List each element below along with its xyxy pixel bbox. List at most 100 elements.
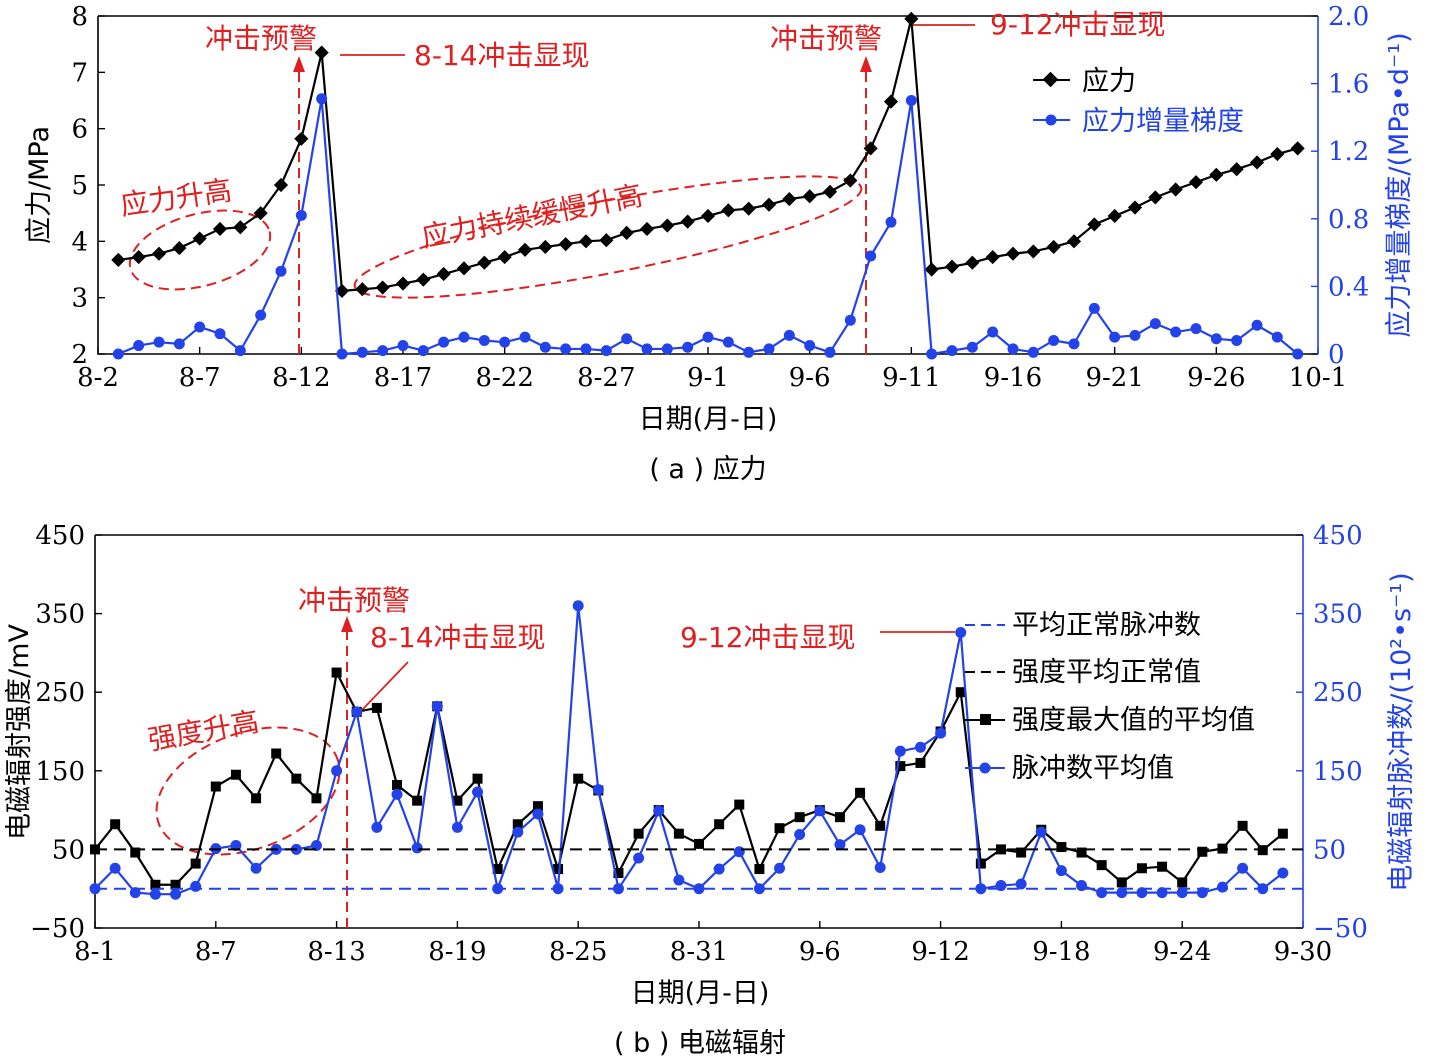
ellipse-intensity-rise [155, 726, 341, 856]
panel-b-xtick-label: 8-19 [428, 937, 486, 967]
panel-a-data-point [702, 331, 714, 343]
panel-a-data-point [661, 343, 673, 355]
panel-b-data-point [734, 799, 745, 810]
panel-b-data-point [109, 862, 121, 874]
panel-b-data-point [310, 839, 322, 851]
panel-a-data-point [436, 266, 451, 282]
panel-a-data-point [1026, 244, 1041, 259]
panel-a-data-point [560, 343, 572, 355]
panel-b-legend-pulse: 脉冲数平均值 [1012, 753, 1174, 784]
panel-a-legend: 应力 应力增量梯度 [1033, 66, 1244, 137]
panel-a-data-point [1209, 167, 1224, 182]
panel-a-caption: ( a ) 应力 [649, 454, 766, 485]
panel-b-data-point [251, 793, 262, 804]
panel-b-data-point [1277, 867, 1289, 879]
panel-b-data-point [351, 706, 363, 718]
panel-b-data-point [150, 879, 161, 890]
panel-a-left-axis [97, 16, 1318, 355]
panel-b-data-point [1096, 860, 1107, 871]
panel-a-data-point [1168, 182, 1183, 197]
panel-b-data-point [452, 795, 463, 806]
panel-a-data-point [314, 45, 329, 60]
panel-a-data-point [1046, 239, 1061, 255]
panel-b-data-point [572, 600, 584, 612]
panel-b-xtick-label: 8-13 [307, 937, 365, 967]
panel-a-warning-arrow-2 [860, 56, 872, 72]
panel-a-data-point [1292, 348, 1304, 360]
panel-a-warning-label-2: 冲击预警 [770, 22, 882, 55]
panel-b-data-point [1237, 862, 1249, 874]
panel-a-data-point [417, 345, 429, 357]
panel-a-data-point [1290, 141, 1305, 156]
panel-a-legend-gradient: 应力增量梯度 [1082, 106, 1244, 137]
panel-a-data-point [1068, 338, 1080, 350]
panel-a-data-point [1007, 343, 1019, 355]
panel-b-data-point [774, 862, 786, 874]
chart-panel-b: 8-1 8-7 8-13 8-19 8-25 8-31 9-6 9-12 9-18 9-24 9-3… [4, 521, 1417, 1059]
panel-b-data-point [331, 667, 342, 678]
panel-b-data-point [412, 795, 423, 806]
panel-a-data-point [112, 348, 124, 360]
panel-b-data-point [1216, 881, 1228, 893]
panel-b-xtick-label: 9-6 [799, 937, 841, 967]
panel-a-event-label-1: 8-14冲击显现 [414, 39, 590, 72]
panel-b-data-point [392, 779, 402, 790]
panel-a-data-point [517, 242, 533, 257]
panel-b-data-point [1136, 863, 1147, 874]
panel-a-data-point [497, 250, 512, 265]
panel-b-data-point [1116, 877, 1127, 888]
panel-b-xtick-label: 8-25 [549, 937, 607, 967]
panel-a-data-point [578, 234, 594, 249]
panel-a-data-point [1249, 155, 1265, 170]
panel-b-data-point [834, 812, 845, 823]
panel-b-y2tick-label: −50 [1313, 914, 1368, 944]
panel-a-data-point [985, 250, 1000, 265]
panel-a-legend-stress: 应力 [1082, 66, 1136, 97]
panel-a-ticks: 8-2 8-7 8-12 8-17 8-22 8-27 9-1 9-6 9-11 9-16 9-21… [71, 2, 1369, 393]
panel-a-data-point [438, 336, 450, 348]
panel-b-data-point [854, 824, 866, 836]
panel-a-data-point [131, 250, 146, 265]
panel-a-data-point [682, 341, 694, 353]
panel-a-data-point [599, 233, 614, 248]
panel-b-event-leader-1 [361, 661, 409, 711]
panel-a-ytick-label: 7 [71, 58, 88, 88]
panel-a-data-point [456, 261, 472, 276]
panel-b-data-point [1055, 865, 1067, 877]
panel-b-data-point [130, 847, 141, 858]
panel-a-data-point [397, 340, 409, 352]
panel-b-data-point [794, 828, 806, 840]
panel-a-ytick-label: 3 [71, 284, 88, 314]
panel-a-series [111, 11, 1305, 360]
panel-a-xtick-label: 8-12 [272, 363, 330, 393]
panel-a-data-point [133, 340, 145, 352]
panel-a-xtick-label: 8-17 [374, 363, 432, 393]
panel-b-data-point [472, 773, 483, 784]
panel-a-data-point [273, 177, 289, 193]
panel-b-y2tick-label: 250 [1313, 678, 1363, 708]
panel-b-data-point [935, 727, 947, 739]
panel-b-ytick-label: 150 [35, 757, 85, 787]
panel-b-data-point [230, 769, 241, 780]
panel-b-data-point [492, 864, 503, 875]
panel-a-y2tick-label: 1.6 [1328, 70, 1369, 100]
panel-a-data-point [1231, 334, 1243, 346]
panel-b-data-point [753, 883, 765, 895]
panel-a-data-point [946, 345, 958, 357]
panel-a-data-point [233, 220, 248, 235]
panel-b-data-point [1056, 842, 1067, 853]
panel-b-data-point [170, 879, 181, 890]
panel-b-xtick-label: 8-7 [195, 937, 237, 967]
panel-b-data-point [834, 839, 846, 851]
panel-a-data-point [641, 343, 653, 355]
panel-a-data-point [619, 225, 634, 240]
panel-b-ytick-label: 250 [35, 678, 85, 708]
panel-a-data-point [1005, 246, 1021, 261]
panel-a-ytick-label: 5 [71, 171, 88, 201]
panel-b-ytick-label: −50 [30, 914, 85, 944]
panel-b-data-point [110, 819, 121, 830]
panel-a-series-line [117, 97, 1299, 356]
panel-b-data-point [1176, 887, 1188, 899]
panel-b-data-point [915, 757, 926, 768]
panel-a-xtick-label: 8-2 [77, 363, 119, 393]
